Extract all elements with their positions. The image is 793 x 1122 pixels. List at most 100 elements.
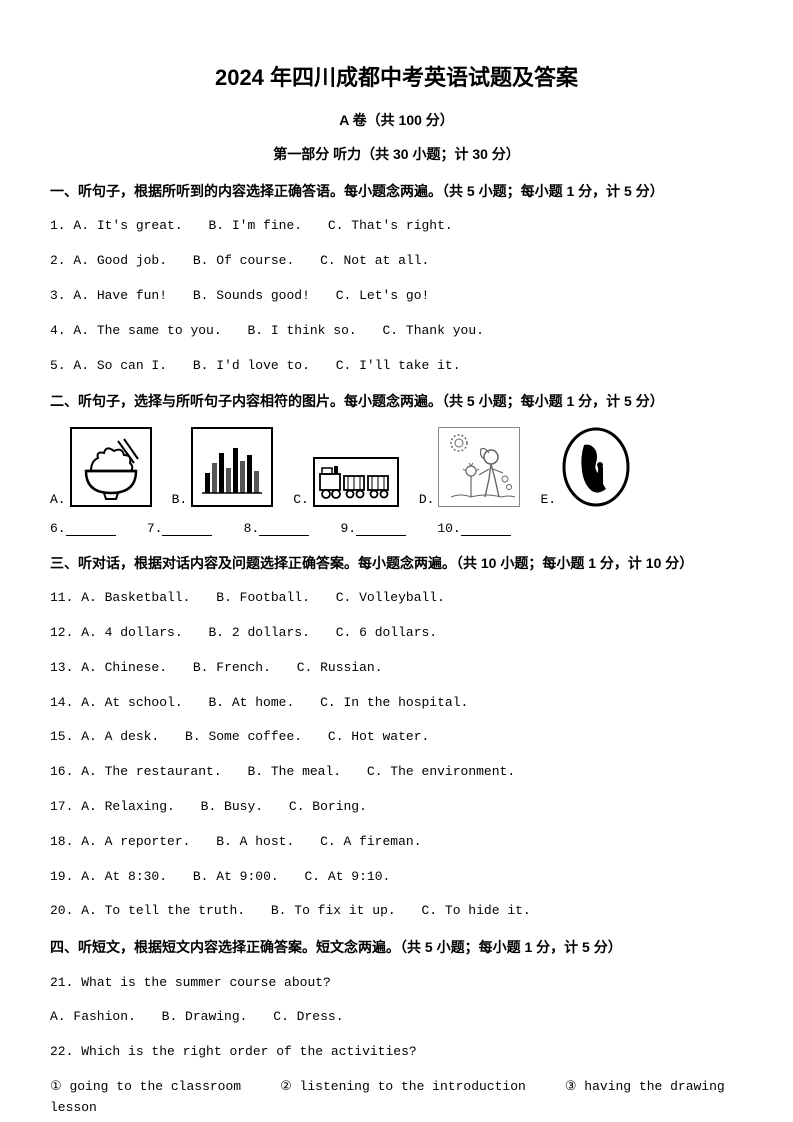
question-13: 13. A. Chinese. B. French. C. Russian. (50, 658, 743, 679)
option-a: A. So can I. (73, 358, 167, 373)
option-c: C. In the hospital. (320, 695, 468, 710)
option-c: C. Russian. (297, 660, 383, 675)
option-b: B. Sounds good! (193, 288, 310, 303)
question-18: 18. A. A reporter. B. A host. C. A firem… (50, 832, 743, 853)
option-b: B. 2 dollars. (208, 625, 309, 640)
q-text: Which is the right order of the activiti… (81, 1044, 416, 1059)
option-a: A. The same to you. (73, 323, 221, 338)
question-21: 21. What is the summer course about? (50, 973, 743, 994)
option-a: A. Relaxing. (81, 799, 175, 814)
option-b: B. I'd love to. (193, 358, 310, 373)
question-22: 22. Which is the right order of the acti… (50, 1042, 743, 1063)
train-icon (313, 457, 399, 507)
option-1: ① going to the classroom (50, 1079, 241, 1094)
option-b: B. Of course. (193, 253, 294, 268)
question-16: 16. A. The restaurant. B. The meal. C. T… (50, 762, 743, 783)
option-b: B. To fix it up. (271, 903, 396, 918)
section4-header: 四、听短文，根据短文内容选择正确答案。短文念两遍。（共 5 小题；每小题 1 分… (50, 936, 743, 958)
option-b: B. At 9:00. (193, 869, 279, 884)
question-3: 3. A. Have fun! B. Sounds good! C. Let's… (50, 286, 743, 307)
image-option-d: D. (419, 427, 521, 507)
option-a: A. Fashion. (50, 1009, 136, 1024)
q-num: 22. (50, 1044, 73, 1059)
option-a: A. 4 dollars. (81, 625, 182, 640)
question-19: 19. A. At 8:30. B. At 9:00. C. At 9:10. (50, 867, 743, 888)
silhouette-shh-icon (560, 427, 632, 507)
q-num: 3. (50, 288, 66, 303)
question-15: 15. A. A desk. B. Some coffee. C. Hot wa… (50, 727, 743, 748)
q-num: 5. (50, 358, 66, 373)
option-a: A. The restaurant. (81, 764, 221, 779)
question-17: 17. A. Relaxing. B. Busy. C. Boring. (50, 797, 743, 818)
option-a: A. Chinese. (81, 660, 167, 675)
q-num: 18. (50, 834, 73, 849)
question-5: 5. A. So can I. B. I'd love to. C. I'll … (50, 356, 743, 377)
option-b: B. Busy. (201, 799, 263, 814)
option-b: B. Football. (216, 590, 310, 605)
option-a: A. It's great. (73, 218, 182, 233)
question-21-options: A. Fashion. B. Drawing. C. Dress. (50, 1007, 743, 1028)
option-b: B. Some coffee. (185, 729, 302, 744)
option-c: C. The environment. (367, 764, 515, 779)
section1-header: 一、听句子，根据所听到的内容选择正确答语。每小题念两遍。（共 5 小题；每小题 … (50, 180, 743, 202)
bar-chart-icon (191, 427, 273, 507)
option-c: C. Not at all. (320, 253, 429, 268)
image-option-b: B. (172, 427, 274, 507)
question-22-options: ① going to the classroom ② listening to … (50, 1077, 743, 1119)
image-options-row: A. B. (50, 427, 743, 507)
page-subtitle: A 卷（共 100 分） (50, 110, 743, 130)
option-b: B. Drawing. (162, 1009, 248, 1024)
option-a: A. Basketball. (81, 590, 190, 605)
option-c: C. Thank you. (383, 323, 484, 338)
option-c: C. Volleyball. (336, 590, 445, 605)
question-11: 11. A. Basketball. B. Football. C. Volle… (50, 588, 743, 609)
noodles-bowl-icon (70, 427, 152, 507)
option-b: B. At home. (208, 695, 294, 710)
image-option-a: A. (50, 427, 152, 507)
image-label: A. (50, 492, 66, 507)
option-a: A. A desk. (81, 729, 159, 744)
option-b: B. French. (193, 660, 271, 675)
question-14: 14. A. At school. B. At home. C. In the … (50, 693, 743, 714)
q-num: 1. (50, 218, 66, 233)
blank-8: 8. (244, 521, 260, 536)
option-b: B. The meal. (247, 764, 341, 779)
q-num: 19. (50, 869, 73, 884)
option-c: C. 6 dollars. (336, 625, 437, 640)
q-num: 12. (50, 625, 73, 640)
option-c: C. Let's go! (336, 288, 430, 303)
option-c: C. Hot water. (328, 729, 429, 744)
q-num: 17. (50, 799, 73, 814)
q-num: 13. (50, 660, 73, 675)
question-4: 4. A. The same to you. B. I think so. C.… (50, 321, 743, 342)
q-num: 21. (50, 975, 73, 990)
question-20: 20. A. To tell the truth. B. To fix it u… (50, 901, 743, 922)
blank-10: 10. (437, 521, 460, 536)
option-c: C. I'll take it. (336, 358, 461, 373)
option-a: A. To tell the truth. (81, 903, 245, 918)
q-num: 16. (50, 764, 73, 779)
image-label: D. (419, 492, 435, 507)
question-2: 2. A. Good job. B. Of course. C. Not at … (50, 251, 743, 272)
option-c: C. To hide it. (422, 903, 531, 918)
fill-blanks-row: 6. 7. 8. 9. 10. (50, 521, 743, 536)
option-a: A. Have fun! (73, 288, 167, 303)
blank-6: 6. (50, 521, 66, 536)
option-2: ② listening to the introduction (280, 1079, 526, 1094)
q-num: 11. (50, 590, 73, 605)
option-c: C. At 9:10. (305, 869, 391, 884)
q-num: 15. (50, 729, 73, 744)
image-label: C. (293, 492, 309, 507)
section2-header: 二、听句子，选择与所听句子内容相符的图片。每小题念两遍。（共 5 小题；每小题 … (50, 390, 743, 412)
option-c: C. Boring. (289, 799, 367, 814)
option-a: A. Good job. (73, 253, 167, 268)
question-1: 1. A. It's great. B. I'm fine. C. That's… (50, 216, 743, 237)
q-text: What is the summer course about? (81, 975, 331, 990)
option-c: C. That's right. (328, 218, 453, 233)
image-label: B. (172, 492, 188, 507)
question-12: 12. A. 4 dollars. B. 2 dollars. C. 6 dol… (50, 623, 743, 644)
image-option-c: C. (293, 457, 399, 507)
q-num: 2. (50, 253, 66, 268)
q-num: 4. (50, 323, 66, 338)
section3-header: 三、听对话，根据对话内容及问题选择正确答案。每小题念两遍。（共 10 小题；每小… (50, 552, 743, 574)
